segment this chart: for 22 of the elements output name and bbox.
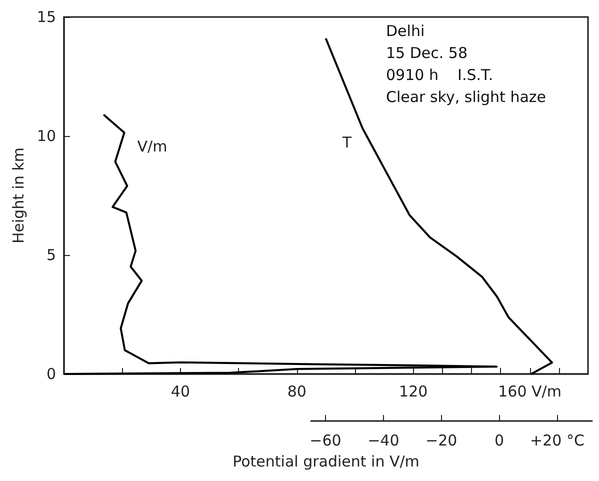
annotation: 15 Dec. 58	[386, 43, 469, 64]
annotation: Delhi	[386, 21, 426, 42]
line-series	[63, 114, 498, 375]
annotation: 0910 h I.S.T.	[386, 65, 494, 86]
x2-tick-label: 0	[494, 432, 504, 450]
x-tick-label: 160 V/m	[498, 382, 562, 400]
x-tick-label: 80	[287, 382, 306, 400]
x2-tick-label: −40	[368, 432, 400, 450]
annotation: Clear sky, slight haze	[386, 87, 546, 108]
x-tick-label: 120	[399, 382, 428, 400]
x2-tick-label: +20 °C	[530, 432, 584, 450]
x2-tick-label: −60	[310, 432, 342, 450]
y-tick-label: 15	[36, 8, 56, 26]
x2-tick-label: −20	[426, 432, 458, 450]
y-tick-label: 5	[46, 246, 56, 264]
x-tick-label: 40	[170, 382, 190, 400]
x-axis-title: Potential gradient in V/m	[232, 452, 420, 470]
y-axis-title: Height in km	[10, 147, 28, 244]
series-label: T	[341, 133, 352, 152]
series-label: V/m	[137, 138, 168, 156]
y-tick-label: 0	[46, 365, 56, 383]
y-tick-label: 10	[36, 127, 56, 145]
